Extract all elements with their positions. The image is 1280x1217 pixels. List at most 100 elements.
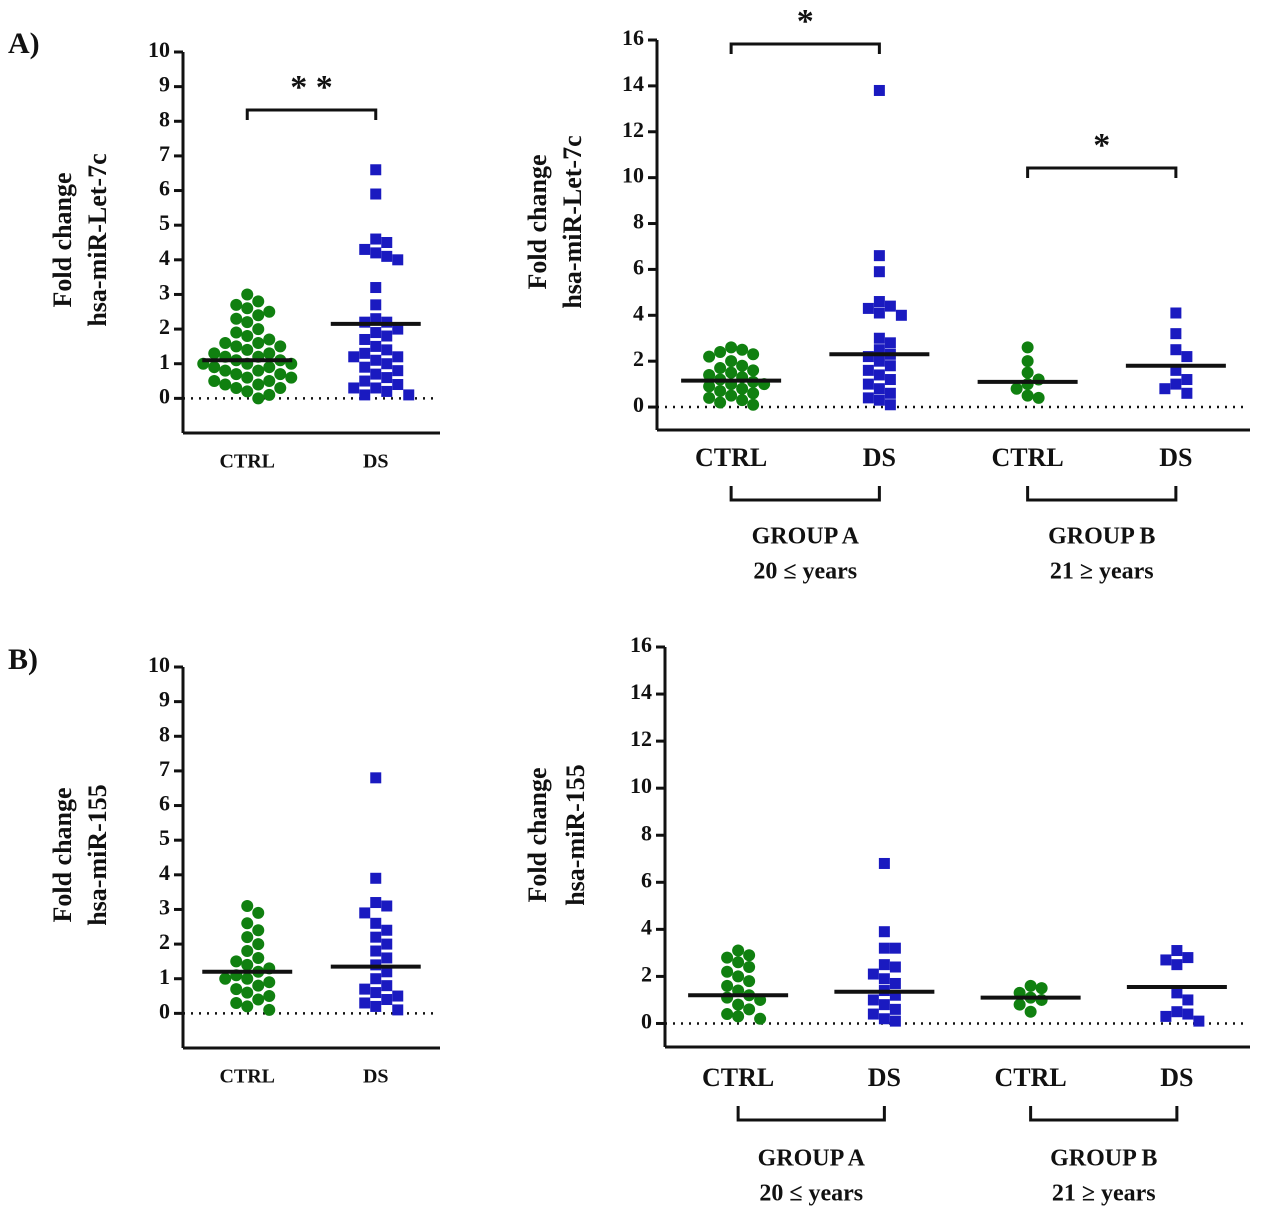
data-point (1171, 987, 1183, 999)
data-point (1182, 952, 1194, 964)
y-tick-label: 1 (159, 349, 170, 374)
x-tick-label: CTRL (219, 1066, 275, 1088)
data-point (381, 237, 393, 248)
data-point (884, 360, 896, 372)
data-point (1160, 954, 1172, 966)
data-point (252, 924, 265, 937)
data-point (878, 959, 890, 971)
data-point (873, 250, 885, 262)
group-label: GROUP B (1048, 524, 1155, 550)
data-point (348, 351, 360, 363)
x-tick-label: CTRL (995, 1063, 1067, 1092)
data-point (219, 378, 232, 391)
data-point (241, 972, 254, 985)
x-tick-label: DS (868, 1063, 901, 1092)
data-point (208, 347, 221, 360)
data-point (1181, 351, 1193, 363)
data-point (1021, 366, 1034, 379)
significance-label: * * (290, 69, 333, 106)
data-point (208, 375, 221, 388)
data-point (873, 369, 885, 381)
data-point (1159, 383, 1171, 395)
data-point (359, 333, 371, 345)
data-point (895, 309, 907, 321)
data-point (263, 388, 276, 401)
y-tick-label: 8 (159, 106, 170, 131)
data-point (873, 307, 885, 319)
y-tick-label: 7 (159, 756, 170, 781)
data-point (381, 344, 393, 356)
data-point (732, 970, 745, 983)
data-point (725, 366, 738, 379)
y-tick-label: 6 (633, 254, 644, 279)
data-point (1035, 982, 1048, 995)
data-point (370, 987, 382, 999)
group-sublabel: 20 ≤ years (753, 559, 857, 585)
x-tick-label: CTRL (992, 443, 1064, 472)
group-label: GROUP B (1050, 1146, 1157, 1172)
data-point (241, 1000, 254, 1013)
data-point (370, 188, 382, 200)
data-point (873, 355, 885, 367)
x-tick-label: DS (363, 1066, 389, 1088)
data-point (714, 362, 727, 375)
x-tick-label: DS (363, 451, 389, 473)
y-axis-label: hsa-miR-155 (83, 784, 112, 926)
y-tick-label: 12 (630, 726, 652, 751)
panel-label: A) (8, 27, 40, 60)
y-tick-label: 4 (159, 245, 170, 270)
data-point (392, 990, 404, 1002)
y-tick-label: 0 (641, 1009, 652, 1034)
data-point (1182, 994, 1194, 1006)
panel-label: B) (8, 643, 38, 676)
data-point (747, 364, 760, 377)
data-point (359, 361, 371, 373)
y-tick-label: 2 (159, 314, 170, 339)
data-point (889, 989, 901, 1001)
data-point (878, 973, 890, 985)
data-point (359, 389, 371, 401)
data-point (1170, 344, 1182, 356)
data-point (370, 1000, 382, 1012)
y-axis-label: Fold change (523, 154, 552, 289)
y-axis-label: hsa-miR-Let-7c (83, 153, 112, 326)
data-point (252, 979, 265, 992)
data-point (732, 956, 745, 969)
data-point (1171, 1006, 1183, 1018)
data-point (873, 84, 885, 96)
data-point (1170, 364, 1182, 376)
data-point (1160, 1010, 1172, 1022)
significance-bracket (729, 42, 881, 54)
group-bracket (1026, 486, 1178, 502)
data-point (1021, 355, 1034, 368)
group-bracket (736, 1106, 886, 1122)
data-point (230, 340, 243, 353)
data-point (359, 907, 371, 919)
data-point (359, 347, 371, 359)
data-point (252, 951, 265, 964)
data-point (230, 996, 243, 1009)
data-point (263, 333, 276, 346)
data-point (1013, 998, 1026, 1011)
data-point (241, 917, 254, 930)
y-tick-label: 10 (148, 37, 170, 62)
x-tick-label: CTRL (695, 443, 767, 472)
data-point (392, 1004, 404, 1016)
data-point (747, 398, 760, 411)
data-point (285, 371, 298, 384)
data-point (370, 164, 382, 176)
data-point (370, 973, 382, 985)
data-point (703, 350, 716, 363)
data-point (359, 983, 371, 995)
data-point (370, 299, 382, 311)
data-point (1181, 387, 1193, 399)
data-point (1010, 382, 1023, 395)
x-tick-label: DS (1160, 1063, 1193, 1092)
data-point (1021, 389, 1034, 402)
data-point (732, 944, 745, 957)
data-point (403, 389, 415, 401)
data-point (714, 385, 727, 397)
data-point (862, 392, 874, 404)
data-point (1024, 979, 1037, 992)
y-tick-label: 1 (159, 964, 170, 989)
